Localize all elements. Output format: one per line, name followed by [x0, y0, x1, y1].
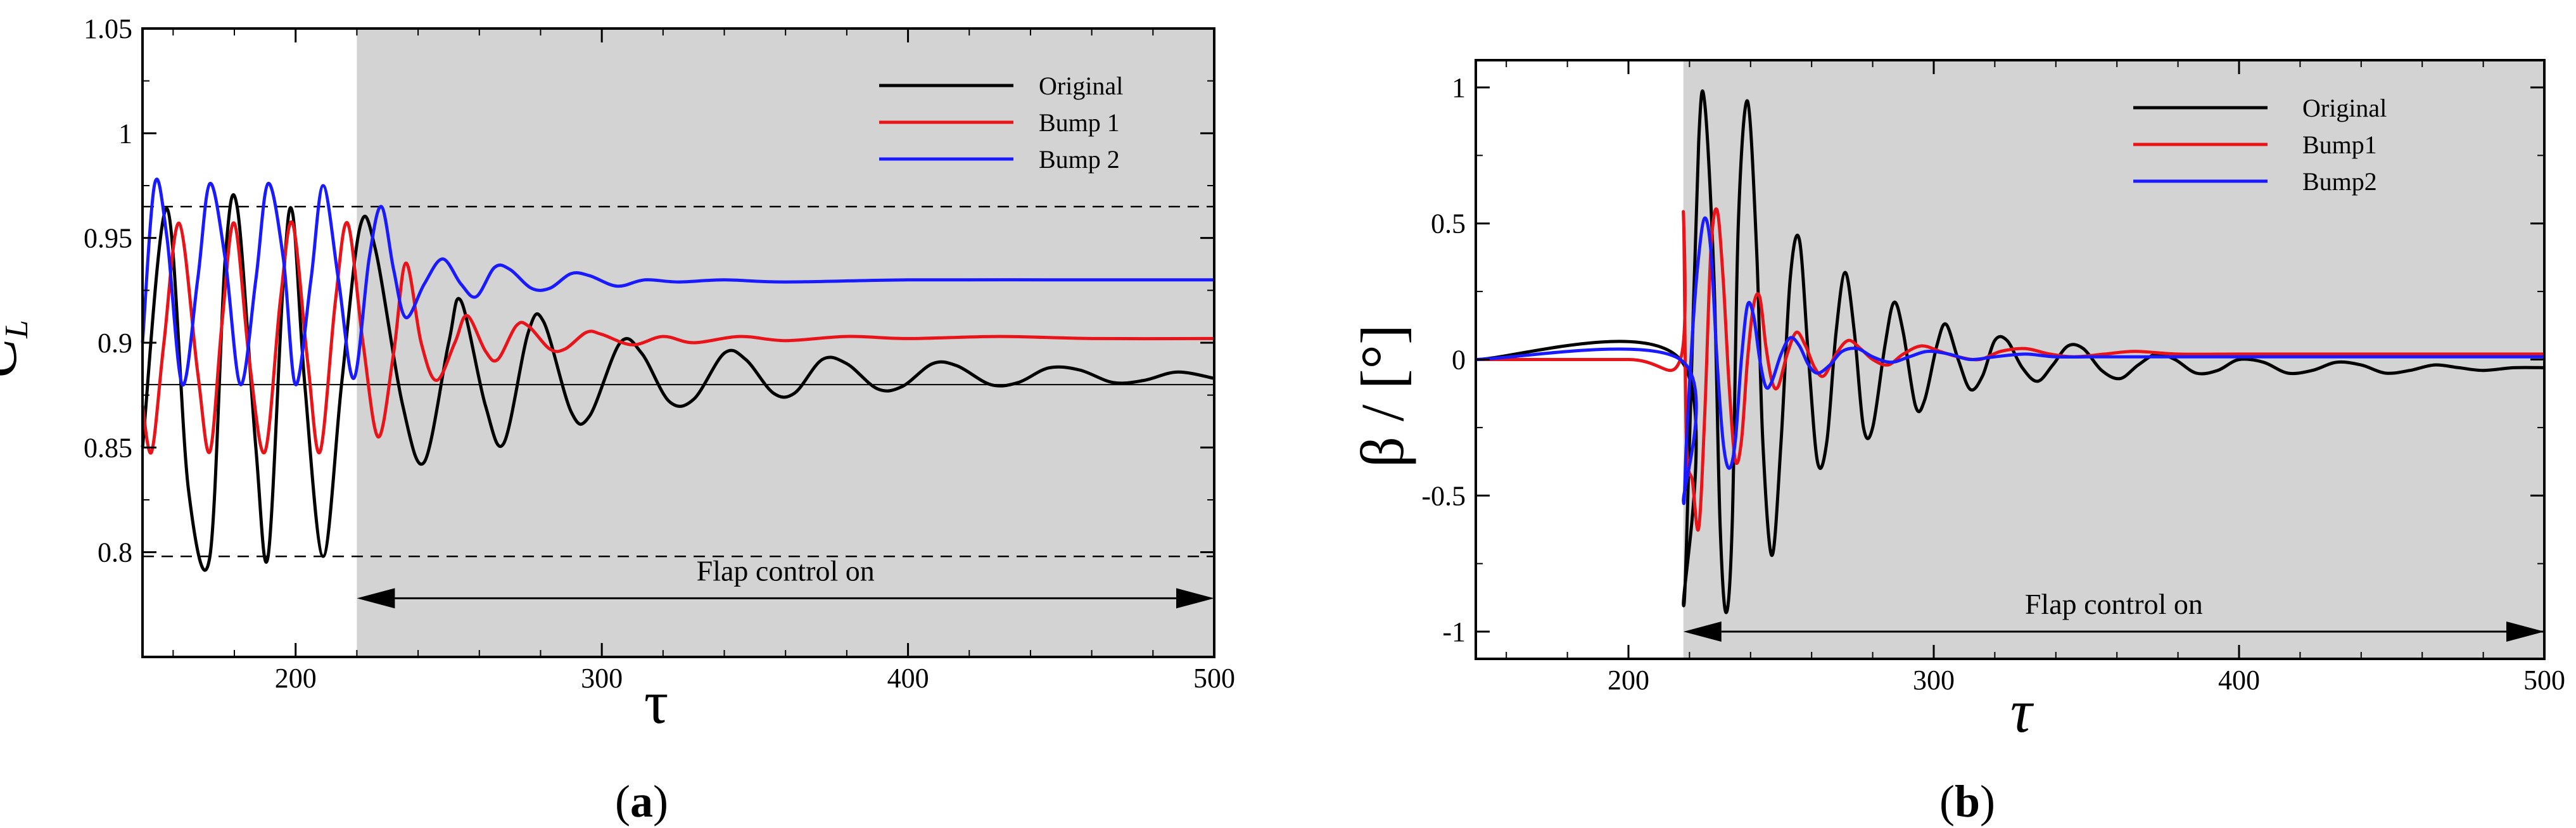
- legend-label-bump-1: Bump 1: [1039, 108, 1120, 137]
- panel-a-x-tick-label: 300: [581, 663, 623, 694]
- panel-a-annotation-arrowhead-left: [357, 588, 395, 609]
- panel-a-y-axis-label: CL: [0, 320, 35, 379]
- panel-a-legend: Original Bump 1 Bump 2: [879, 72, 1123, 174]
- panel-b-x-tick-label: 300: [1913, 665, 1955, 696]
- panel-b-annotation: Flap control on: [1683, 588, 2544, 642]
- panel-b-y-tick-label: 1: [1452, 72, 1466, 103]
- panel-a-y-label-subscript: L: [0, 320, 35, 339]
- panel-b-y-tick-label: 0.5: [1431, 208, 1466, 239]
- panel-b-series-bump2: [1475, 216, 2544, 505]
- panel-a: 200 300 400 500 0.8 0.85 0.9 0.95 1 1.05 Flap con…: [0, 13, 1235, 827]
- panel-a-y-tick-label: 0.85: [84, 432, 132, 463]
- legend-label-bump-2: Bump 2: [1039, 145, 1120, 174]
- panel-a-annotation-text: Flap control on: [697, 554, 875, 587]
- panel-b-y-tick-label: -0.5: [1421, 480, 1466, 511]
- panel-b-annotation-text: Flap control on: [2025, 588, 2203, 620]
- panel-a-y-tick-label: 0.8: [98, 537, 132, 568]
- panel-b-legend: Original Bump1 Bump2: [2133, 94, 2387, 196]
- panel-a-series-original: [141, 193, 1215, 572]
- panel-a-series-bump-1: [141, 220, 1215, 455]
- panel-a-y-label-main: C: [0, 338, 29, 379]
- panel-b-x-tick-label: 500: [2523, 665, 2565, 696]
- panel-a-caption: (a): [615, 776, 668, 827]
- panel-b-series: [1475, 89, 2545, 615]
- panel-b-flap-control-region: [1683, 60, 2544, 659]
- panel-a-series: [141, 177, 1215, 572]
- panel-a-x-tick-label: 400: [887, 663, 929, 694]
- panel-a-x-tick-label: 500: [1193, 663, 1235, 694]
- panel-a-y-tick-label: 0.9: [98, 328, 132, 359]
- panel-b-annotation-arrowhead-left: [1683, 621, 1722, 642]
- panel-b-caption-letter: b: [1955, 776, 1980, 827]
- panel-b-x-axis-label: τ: [2010, 677, 2034, 745]
- panel-a-axis-ticks: 200 300 400 500 0.8 0.85 0.9 0.95 1 1.05: [84, 13, 1235, 694]
- legend-label-bump2-b: Bump2: [2302, 167, 2377, 196]
- panel-a-flap-control-region: [357, 29, 1214, 657]
- panel-a-series-bump-2: [141, 177, 1215, 386]
- panel-b-x-tick-label: 200: [1608, 665, 1649, 696]
- panel-a-annotation-arrowhead-right: [1176, 588, 1214, 609]
- panel-b-x-tick-label: 400: [2218, 665, 2260, 696]
- panel-b-axis-ticks: 200 300 400 500 -1 -0.5 0 0.5 1: [1421, 60, 2565, 696]
- panel-b-annotation-arrowhead-right: [2506, 621, 2544, 642]
- panel-b-y-tick-label: 0: [1452, 345, 1466, 376]
- panel-a-caption-letter: a: [630, 776, 653, 827]
- panel-b-caption: (b): [1939, 776, 1995, 827]
- panel-b-y-axis-label: β / [°]: [1348, 324, 1416, 468]
- panel-a-x-tick-label: 200: [275, 663, 317, 694]
- panel-a-x-axis-label: τ: [644, 668, 669, 736]
- panel-a-y-tick-label: 1.05: [84, 13, 132, 44]
- panel-a-y-tick-label: 0.95: [84, 223, 132, 254]
- legend-label-bump1-b: Bump1: [2302, 131, 2377, 159]
- panel-b-y-tick-label: -1: [1442, 616, 1466, 647]
- panel-b: 200 300 400 500-1-0.500.51 Flap control on …: [1348, 59, 2565, 827]
- legend-label-original-b: Original: [2302, 94, 2387, 122]
- panel-a-y-tick-label: 1: [118, 118, 132, 149]
- panel-a-annotation: Flap control on: [357, 554, 1214, 609]
- legend-label-original: Original: [1039, 72, 1123, 100]
